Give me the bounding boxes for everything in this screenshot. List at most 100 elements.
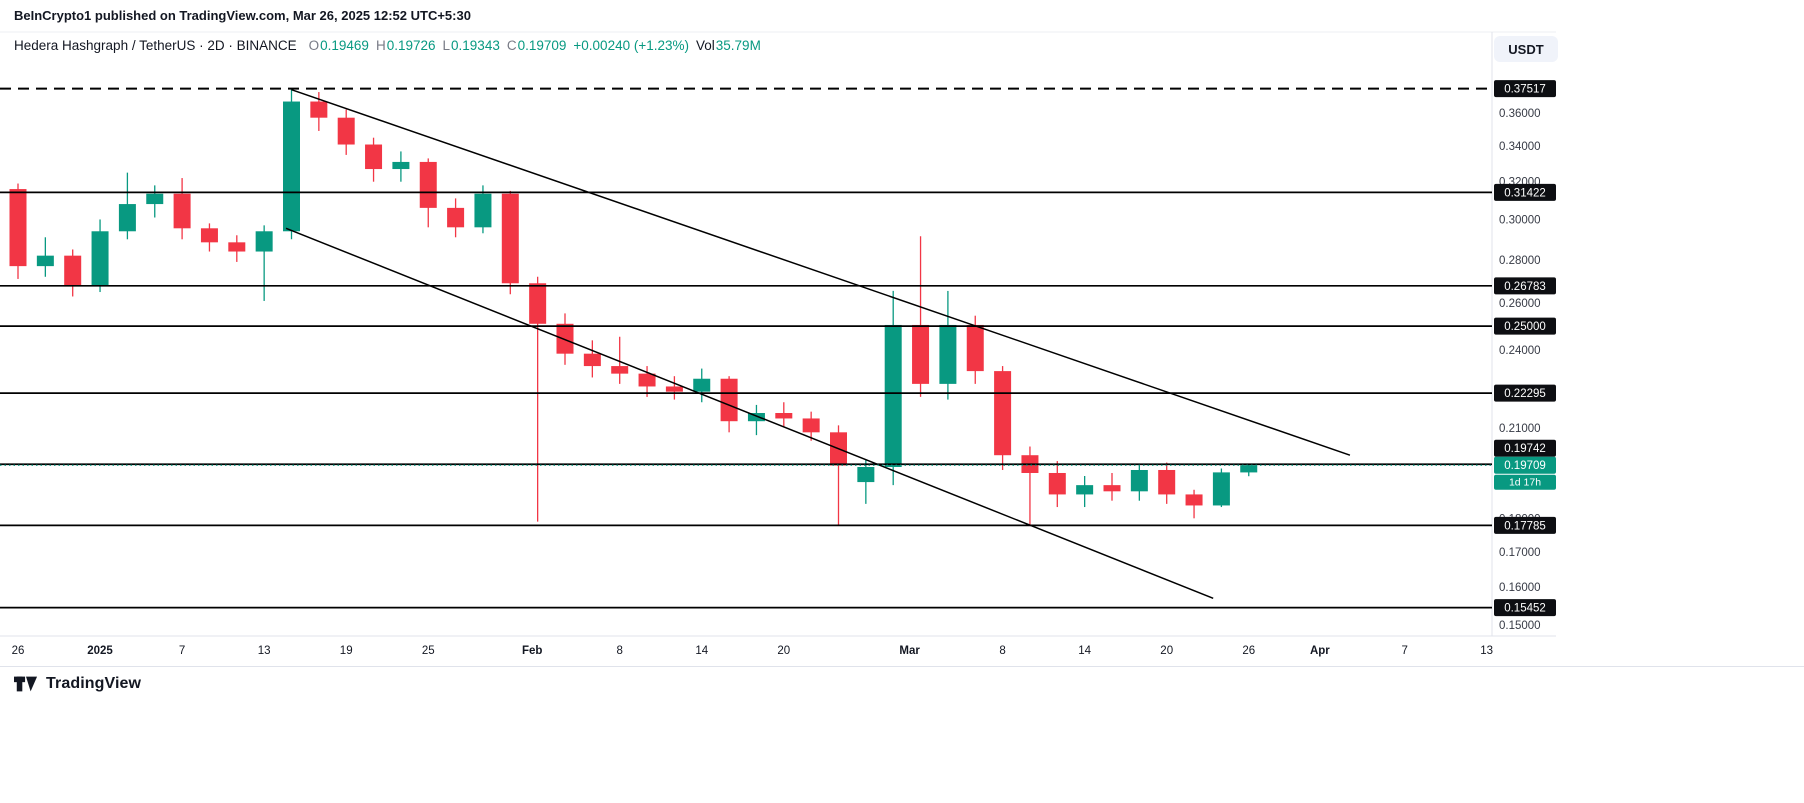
date-axis-label[interactable]: 7 [179,645,185,657]
close-label: C [506,38,517,53]
candle-body [1158,469,1176,495]
price-axis-label: 0.28000 [1499,255,1541,267]
date-axis-label[interactable]: 14 [695,645,708,657]
date-axis-label[interactable]: 26 [12,645,25,657]
price-axis-label: 0.21000 [1499,423,1541,435]
price-level-badge-text: 0.26783 [1504,281,1546,293]
open-value: 0.19469 [320,38,369,53]
candle-body [912,324,930,384]
candle-body [857,467,875,483]
price-axis-label: 0.26000 [1499,298,1541,310]
candle-body [283,101,300,232]
current-price-badge-text: 0.19709 [1504,460,1546,472]
candle-body [474,193,492,228]
candle-body [665,386,683,392]
price-axis-label: 0.36000 [1499,108,1541,120]
price-level-badge [1494,277,1556,295]
date-axis-label[interactable]: 13 [1480,645,1493,657]
candle-body [802,418,820,433]
candle-body [1076,485,1094,495]
price-level-badge-text: 0.19742 [1504,443,1546,455]
date-axis-label[interactable]: 19 [340,645,353,657]
candle-body [1185,494,1203,506]
price-axis-label: 0.17000 [1499,547,1541,559]
candle-body [884,324,902,468]
low-value: 0.19343 [451,38,500,53]
price-level-badge [1494,384,1556,402]
currency-button[interactable]: USDT [1494,36,1558,62]
price-axis-label: 0.34000 [1499,141,1541,153]
price-axis-label: 0.24000 [1499,345,1541,357]
volume-label: Vol [696,38,715,53]
candle-body [720,378,738,422]
date-axis-label[interactable]: 26 [1242,645,1255,657]
candle-body [118,204,136,232]
tradingview-logo[interactable] [14,674,38,694]
candle-body [1212,472,1230,506]
candle-body [611,366,629,374]
footer-divider [0,666,1804,667]
candle-body [419,161,437,208]
candle-body [9,189,27,267]
price-level-badge [1494,599,1556,617]
high-value: 0.19726 [386,38,436,53]
date-axis-label[interactable]: 8 [616,645,622,657]
candle-body [775,413,793,419]
candle-body [529,283,547,324]
date-axis-label[interactable]: Apr [1310,645,1330,657]
price-level-badge-text: 0.15452 [1504,603,1546,615]
date-axis-label[interactable]: 25 [422,645,435,657]
date-axis-label[interactable]: 2025 [87,645,113,657]
candle-body [747,413,765,422]
candle-body [173,193,191,229]
current-price-badge [1494,456,1556,474]
candle-body [1240,465,1258,473]
price-level-badge-text: 0.22295 [1504,388,1546,400]
publish-bar: BeInCrypto1 published on TradingView.com… [14,8,471,23]
date-axis-label[interactable]: 8 [999,645,1005,657]
symbol-title[interactable]: Hedera Hashgraph / TetherUS · 2D · BINAN… [14,38,297,53]
volume-value: 35.79M [715,38,761,53]
candle-body [365,144,383,170]
brand-name[interactable]: TradingView [46,675,142,692]
candle-body [392,161,410,170]
date-axis-label[interactable]: Feb [522,645,542,657]
date-axis-label[interactable]: 13 [258,645,271,657]
candle-body [966,324,984,372]
price-axis-label: 0.16000 [1499,582,1541,594]
candle-body [693,378,711,392]
countdown-badge-text: 1d 17h [1509,477,1541,489]
open-label: O [308,38,320,53]
footer: TradingView [14,674,141,694]
candle-body [447,207,465,228]
candle-body [1048,472,1066,495]
date-axis-label[interactable]: 20 [777,645,790,657]
candle-body [939,324,957,384]
low-label: L [442,38,451,53]
date-axis-label[interactable]: 7 [1401,645,1407,657]
candle-body [583,353,601,367]
price-axis-label: 0.30000 [1499,214,1541,226]
upper-channel-line[interactable] [291,88,1351,456]
price-level-badge-text: 0.17785 [1504,520,1546,532]
date-axis-label[interactable]: 20 [1160,645,1173,657]
price-chart[interactable]: 0.360000.340000.320000.300000.280000.260… [0,0,1804,666]
candle-body [228,242,246,252]
candle-body [1130,469,1148,492]
price-level-badge-text: 0.37517 [1504,84,1546,96]
high-label: H [375,38,386,53]
date-axis-label[interactable]: Mar [899,645,920,657]
change-value: +0.00240 (+1.23%) [573,38,689,53]
lower-channel-line[interactable] [285,227,1214,599]
date-axis-label[interactable]: 14 [1078,645,1091,657]
candle-body [556,323,574,354]
candle-body [64,255,82,286]
candle-body [1103,485,1121,492]
candle-body [91,231,109,286]
chart-header: Hedera Hashgraph / TetherUS · 2D · BINAN… [14,38,761,53]
countdown-badge [1494,474,1556,490]
price-level-badge-text: 0.25000 [1504,321,1546,333]
candle-body [200,228,218,243]
publish-text: BeInCrypto1 published on TradingView.com… [14,8,471,23]
close-value: 0.19709 [517,38,567,53]
